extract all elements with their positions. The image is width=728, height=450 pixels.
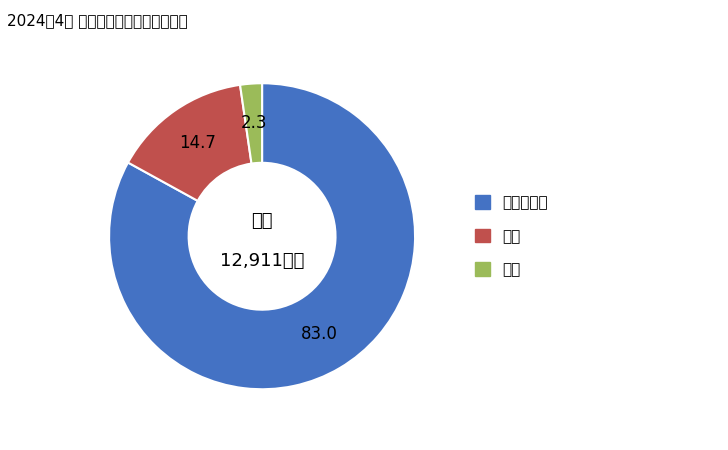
Legend: マレーシア, 韓国, 米国: マレーシア, 韓国, 米国 xyxy=(469,189,554,284)
Wedge shape xyxy=(109,83,415,389)
Text: 14.7: 14.7 xyxy=(179,134,216,152)
Text: 83.0: 83.0 xyxy=(301,325,338,343)
Text: 2.3: 2.3 xyxy=(241,114,267,132)
Wedge shape xyxy=(240,83,262,164)
Wedge shape xyxy=(128,85,251,201)
Text: 2024年4月 輸入相手国のシェア（％）: 2024年4月 輸入相手国のシェア（％） xyxy=(7,14,188,28)
Text: 12,911万円: 12,911万円 xyxy=(220,252,304,270)
Text: 総額: 総額 xyxy=(251,212,273,230)
